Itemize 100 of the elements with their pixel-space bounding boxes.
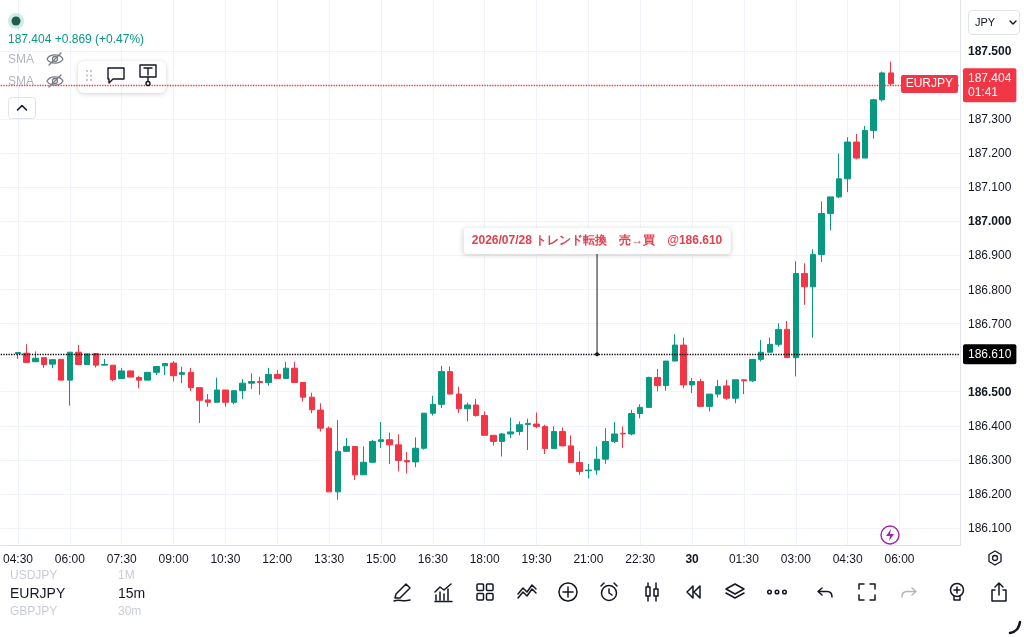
candlestick — [75, 344, 82, 365]
y-tick-label: 186.100 — [968, 520, 1012, 535]
candlestick — [309, 392, 315, 414]
y-tick-label: 187.300 — [968, 112, 1012, 127]
candlestick — [689, 377, 695, 394]
candlestick — [706, 393, 713, 412]
x-tick-label: 03:00 — [780, 552, 812, 566]
candlestick — [749, 358, 756, 383]
x-tick-label: 04:30 — [832, 552, 863, 566]
candlestick — [490, 434, 497, 447]
y-tick-label: 186.500 — [968, 384, 1012, 399]
candlestick — [205, 393, 211, 408]
candlestick — [101, 358, 108, 366]
candlestick — [110, 364, 116, 382]
candlestick — [222, 389, 229, 408]
candlestick — [32, 351, 39, 363]
x-tick-label: 16:30 — [417, 552, 449, 566]
candlestick — [127, 370, 134, 378]
candlestick — [680, 337, 687, 389]
candlestick — [853, 133, 860, 160]
text: JPY — [975, 16, 996, 29]
candlestick — [23, 343, 30, 363]
candlestick — [239, 378, 246, 400]
candlestick — [481, 410, 488, 436]
y-tick-label: 186.700 — [968, 316, 1012, 331]
candlestick — [352, 446, 358, 481]
candlestick — [41, 357, 47, 369]
candlestick — [758, 339, 764, 362]
candlestick — [559, 426, 566, 447]
candlestick — [369, 439, 376, 464]
x-tick-label: 06:00 — [884, 552, 915, 566]
candlestick — [283, 361, 289, 379]
candlestick — [862, 125, 868, 159]
x-tick-label: 21:00 — [573, 552, 604, 566]
candlestick — [594, 446, 600, 476]
x-tick-label: 01:30 — [728, 552, 760, 566]
candlestick — [93, 353, 99, 369]
candlestick — [404, 451, 410, 474]
candlestick — [628, 409, 635, 436]
candlestick — [343, 437, 350, 453]
candlestick — [801, 262, 808, 306]
x-tick-label: 13:30 — [314, 552, 345, 566]
candlestick — [265, 367, 272, 387]
candlestick — [144, 371, 151, 381]
candlestick — [663, 360, 669, 392]
candlestick — [300, 382, 306, 403]
x-tick-label: 07:30 — [106, 552, 138, 566]
candlestick — [870, 98, 877, 140]
candlestick — [378, 421, 384, 449]
annotation: SMA — [8, 74, 35, 89]
candlestick — [248, 372, 255, 390]
candlestick — [611, 421, 618, 444]
candlestick — [732, 379, 739, 404]
text: 15m — [118, 585, 146, 602]
candlestick — [84, 353, 90, 365]
ref-line-label: 186.610 — [968, 347, 1012, 362]
candlestick — [447, 366, 453, 395]
candlestick — [456, 386, 462, 414]
x-tick-label: 18:00 — [469, 552, 501, 566]
annotation: SMA — [8, 52, 35, 67]
x-tick-label: 10:30 — [210, 552, 241, 566]
annotation: EURJPY — [900, 74, 958, 93]
x-tick-label: 04:30 — [3, 552, 34, 566]
candlestick — [585, 463, 592, 480]
candlestick — [602, 427, 609, 465]
candlestick — [697, 378, 704, 407]
candlestick — [274, 369, 281, 379]
candlestick — [767, 337, 773, 353]
candlestick — [464, 402, 471, 422]
x-tick-label: 15:00 — [365, 552, 397, 566]
candlestick — [827, 196, 834, 231]
candlestick — [179, 366, 185, 384]
candlestick — [810, 248, 816, 339]
candlestick — [646, 376, 652, 408]
annotation: 187.404 +0.869 (+0.47%) — [8, 32, 145, 47]
candlestick — [775, 322, 782, 348]
candlestick — [118, 367, 125, 379]
candlestick — [879, 71, 885, 103]
candlestick — [576, 450, 583, 476]
y-tick-label: 187.000 — [968, 214, 1012, 229]
candlestick — [188, 367, 194, 392]
x-tick-label: 12:00 — [262, 552, 293, 566]
annotation: 2026/07/28 トレンド転換 売→買 @186.610 — [463, 228, 731, 255]
y-tick-label: 187.100 — [968, 180, 1012, 195]
candlestick — [723, 379, 730, 401]
candlestick — [170, 360, 177, 382]
candlestick — [499, 432, 505, 457]
candlestick — [533, 412, 540, 429]
candlestick — [818, 200, 825, 263]
candlestick — [793, 260, 799, 377]
x-tick-label: 06:00 — [54, 552, 86, 566]
candlestick — [473, 398, 479, 418]
candlestick — [58, 358, 64, 381]
candlestick — [257, 376, 263, 396]
candlestick — [214, 377, 220, 403]
candlestick — [162, 362, 168, 376]
candlestick — [317, 402, 324, 433]
y-tick-label: 186.900 — [968, 248, 1012, 263]
candlestick — [421, 412, 427, 451]
text: EURJPY — [10, 585, 66, 602]
